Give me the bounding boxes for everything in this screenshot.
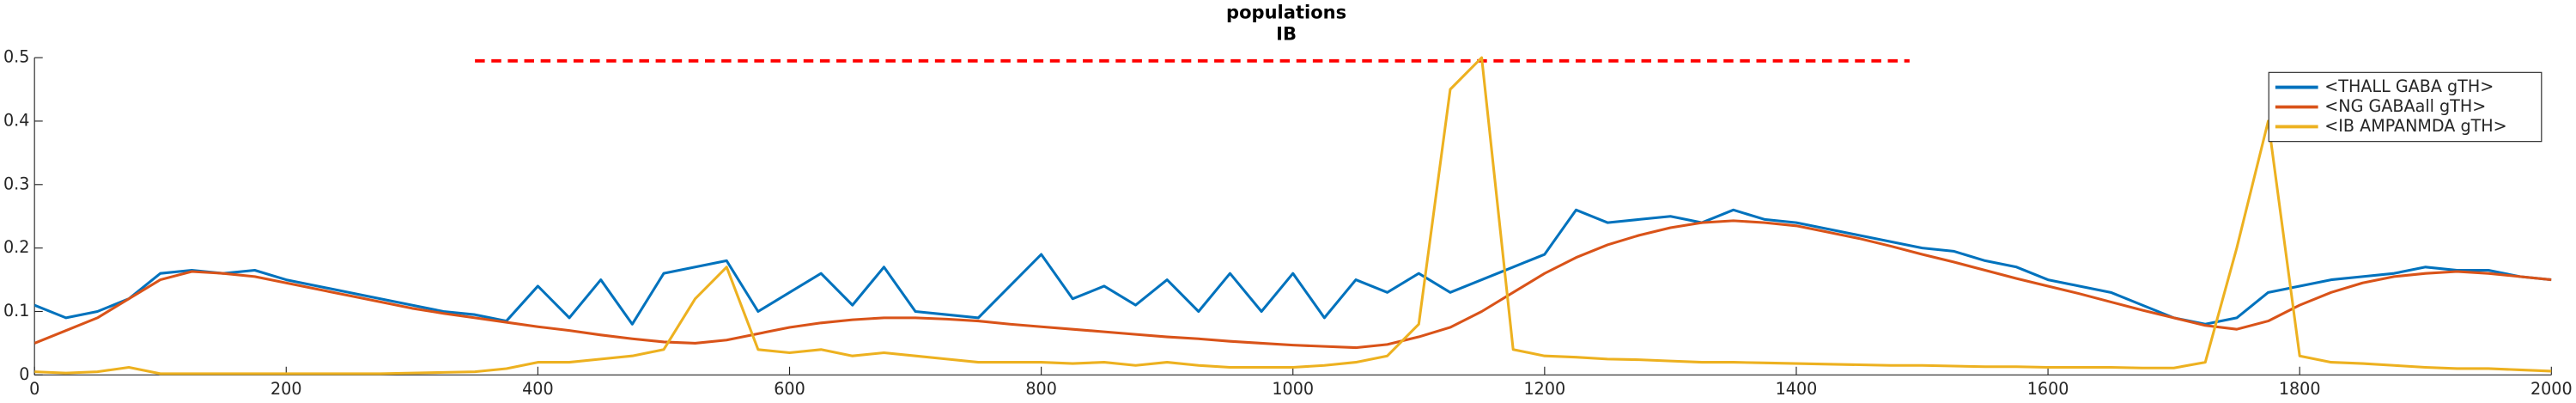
y-tick-label: 0 [19,364,29,384]
x-tick-label: 800 [1025,379,1057,399]
y-tick-label: 0.4 [3,110,29,130]
y-tick-label: 0.3 [3,174,29,193]
x-tick-label: 1400 [1776,379,1818,399]
x-tick-label: 1200 [1524,379,1566,399]
chart-title: populations [1226,1,1346,22]
x-tick-label: 200 [270,379,302,399]
series-line [34,56,2552,376]
x-tick-label: 600 [774,379,805,399]
x-tick-label: 1800 [2279,379,2321,399]
series-line [34,219,2552,350]
x-tick-label: 0 [29,379,39,399]
x-tick-label: 1000 [1272,379,1314,399]
y-tick-label: 0.5 [3,47,29,67]
y-tick-label: 0.2 [3,237,29,257]
x-tick-label: 1600 [2027,379,2069,399]
legend-label: <THALL GABA gTH> [2324,76,2494,96]
legend-label: <IB AMPANMDA gTH> [2324,116,2506,136]
chart-subtitle: IB [1276,22,1297,44]
y-tick-label: 0.1 [3,301,29,321]
legend-label: <NG GABAall gTH> [2324,96,2486,116]
series-line [34,208,2552,326]
x-tick-label: 2000 [2530,379,2573,399]
x-tick-label: 400 [522,379,554,399]
